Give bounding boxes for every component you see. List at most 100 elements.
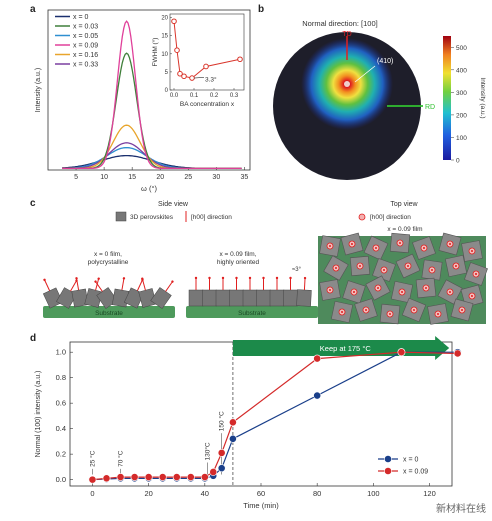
d-annotation: 70 °C — [117, 450, 125, 467]
direction-arrow — [303, 278, 306, 291]
side-view-label: Side view — [158, 201, 189, 208]
a-legend-label: x = 0 — [73, 14, 88, 21]
top-view-crystal — [342, 280, 366, 304]
direction-arrow — [121, 278, 125, 291]
top-view-crystal — [354, 298, 378, 322]
direction-arrow — [136, 279, 143, 291]
inset-y-tick-label: 0 — [165, 88, 169, 94]
a-x-axis-label: ω (°) — [141, 184, 157, 193]
top-view-crystal — [415, 277, 437, 299]
a-x-tick-label: 10 — [100, 174, 108, 181]
d-legend-marker — [384, 467, 392, 475]
panel-c-schematic: Side view Top view 3D perovskites [h00] … — [42, 201, 488, 325]
legend-perovskites: 3D perovskites — [130, 214, 174, 221]
d-x-tick-label: 40 — [201, 489, 209, 498]
panel-d-chart: 0 20 40 60 80 100 120 0.0 0.2 0.4 0.6 0.8 1.0 Time (m… — [35, 336, 462, 510]
perovskite-crystal — [202, 276, 217, 307]
d-y-tick-label: 1.0 — [56, 348, 66, 357]
inset-x-tick-label: 0.2 — [210, 93, 219, 99]
d-series-point — [102, 474, 111, 483]
d-y-axis-label: Normal (100) intensity (a.u.) — [35, 371, 42, 458]
d-series-point — [144, 473, 153, 481]
panel-label-b: b — [258, 4, 265, 15]
perovskite-crystal — [138, 277, 157, 308]
inset-x-axis-label: BA concentration x — [180, 101, 235, 108]
d-annotation: 130°C — [204, 442, 212, 460]
colorbar-label: Intensity (a.u.) — [479, 77, 486, 118]
perovskite-legend-icon — [115, 211, 127, 222]
a-x-tick-label: 35 — [240, 174, 248, 181]
d-x-tick-label: 20 — [144, 489, 152, 498]
top-view-crystal — [460, 284, 484, 308]
perovskite-crystal — [42, 278, 64, 309]
panel-label-d: d — [30, 333, 37, 344]
top-view-crystal — [464, 262, 488, 286]
angle-label: ≈3° — [292, 267, 302, 273]
d-series-point — [130, 473, 139, 481]
watermark: 新材料在线 — [436, 504, 486, 515]
a-series-line — [62, 124, 242, 170]
inset-x-tick-label: 0.3 — [230, 93, 239, 99]
inset-point — [203, 63, 209, 70]
d-series-point — [453, 349, 462, 358]
rd-label: RD — [425, 104, 435, 111]
top-view-crystal — [379, 303, 401, 325]
d-x-tick-label: 120 — [423, 489, 436, 498]
d-annotation: 150 °C — [218, 411, 226, 431]
pole-center — [344, 81, 350, 87]
inset-point — [189, 75, 195, 81]
a-x-tick-label: 25 — [184, 174, 192, 181]
top-view-crystal — [363, 235, 389, 261]
d-x-tick-label: 100 — [367, 489, 380, 498]
d-series-point — [217, 464, 226, 473]
inset-y-tick-label: 15 — [161, 34, 168, 40]
d-plot-frame — [69, 341, 453, 487]
perovskite-crystal — [283, 276, 298, 307]
top-view-crystal — [444, 254, 468, 278]
td-label: TD — [342, 31, 351, 38]
d-legend-label: x = 0.09 — [403, 469, 428, 476]
d-series-point — [313, 354, 322, 363]
perovskite-crystal — [256, 276, 271, 307]
substrate — [43, 306, 175, 318]
direction-arrow — [70, 280, 77, 292]
d-y-tick-label: 0.6 — [56, 399, 66, 408]
perovskite-crystal — [84, 277, 103, 308]
d-series-point — [217, 448, 226, 457]
top-view-crystal — [437, 279, 463, 305]
panel-label-a: a — [30, 4, 36, 15]
panel-a-chart: 5 10 15 20 25 30 35 ω (°) Intensity (a.u.) x = 0 x… — [35, 9, 251, 193]
a-legend-label: x = 0.16 — [73, 52, 98, 59]
perovskite-crystal — [229, 276, 244, 307]
inset-annotation: 3.3° — [205, 76, 217, 84]
perovskite-crystal — [56, 279, 78, 309]
pole-figure-title: Normal direction: [100] — [302, 19, 377, 28]
colorbar-tick-label: 0 — [456, 158, 460, 165]
colorbar-tick-label: 300 — [456, 90, 467, 97]
inset-y-tick-label: 10 — [161, 52, 168, 58]
top-view-crystal — [412, 236, 436, 260]
inset-x-tick-label: 0.1 — [190, 93, 199, 99]
d-series-point — [88, 475, 97, 484]
colorbar-tick-label: 400 — [456, 67, 467, 74]
inset-point — [237, 56, 243, 63]
top-view-crystal — [340, 232, 364, 256]
a-series-line — [62, 20, 242, 170]
d-series-point — [200, 473, 209, 481]
inset-y-axis-label: FWHM (°) — [151, 38, 159, 67]
legend-top-direction: [h00] direction — [370, 214, 411, 221]
d-annotation: 25 °C — [88, 450, 96, 467]
d-legend-marker — [384, 455, 392, 463]
substrate — [186, 306, 318, 318]
a-x-tick-label: 15 — [128, 174, 136, 181]
top-view-crystal — [389, 232, 411, 254]
direction-arrow — [165, 281, 173, 292]
a-x-tick-label: 5 — [74, 174, 78, 181]
a-y-axis-label: Intensity (a.u.) — [35, 68, 42, 112]
inset-point — [177, 70, 183, 77]
perovskite-crystal — [215, 276, 231, 307]
top-view-crystal — [438, 232, 462, 256]
film1-line1: x = 0 film, — [94, 251, 122, 258]
d-x-axis-label: Time (min) — [243, 501, 279, 510]
d-x-tick-label: 60 — [257, 489, 265, 498]
